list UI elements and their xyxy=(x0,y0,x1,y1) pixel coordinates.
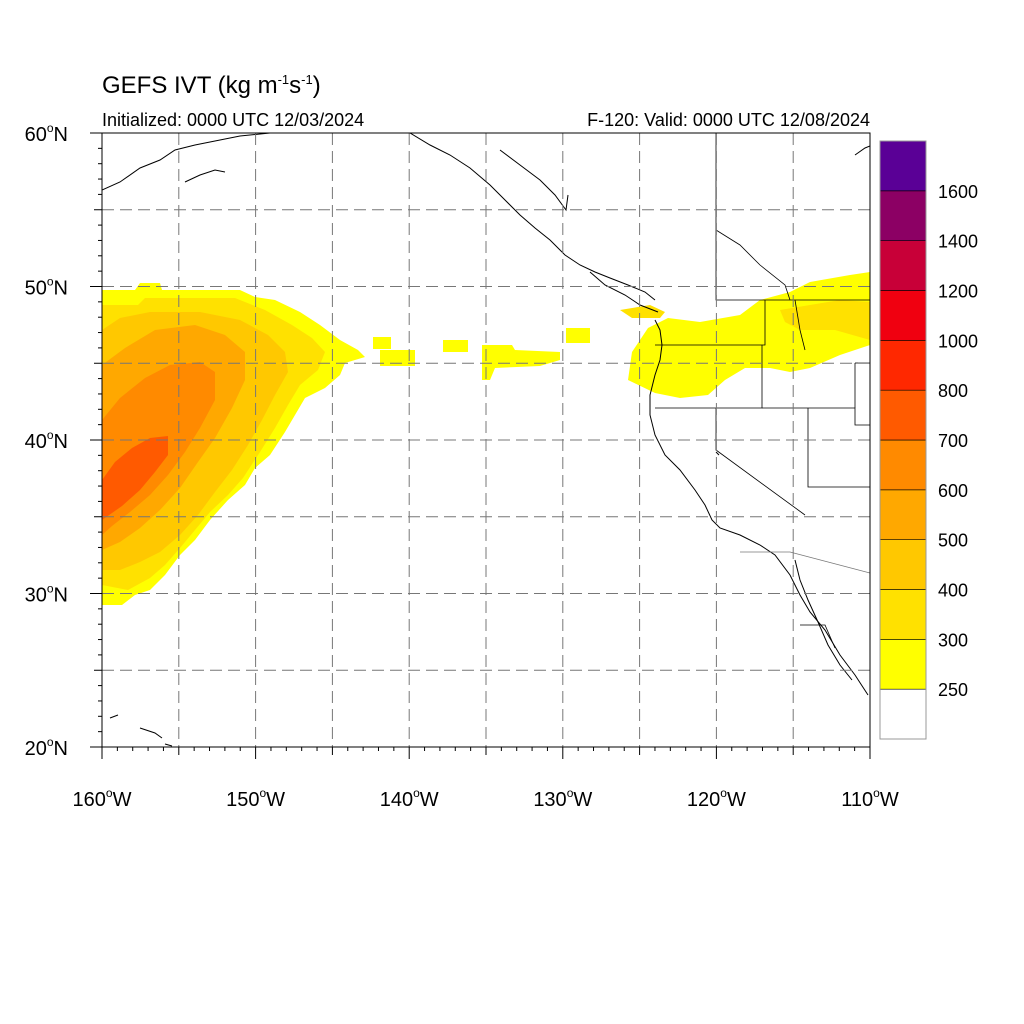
lat-label-30: 30oN xyxy=(25,582,68,607)
axis-ticks xyxy=(90,132,871,759)
colorbar-swatch xyxy=(879,539,927,590)
colorbar-label: 250 xyxy=(938,680,968,700)
colorbar-swatch xyxy=(879,639,927,690)
lon-label-160: 160oW xyxy=(73,786,132,811)
colorbar-swatch xyxy=(879,240,927,291)
init-time-label: Initialized: 0000 UTC 12/03/2024 xyxy=(102,110,365,130)
colorbar-swatch xyxy=(879,589,927,640)
colorbar-label: 1600 xyxy=(938,182,978,202)
colorbar-swatch xyxy=(879,389,927,441)
colorbar-swatch xyxy=(879,688,927,740)
lat-label-60: 60oN xyxy=(25,121,68,146)
ivt-250-region-northwest xyxy=(628,272,870,398)
colorbar-label: 600 xyxy=(938,481,968,501)
colorbar-label: 1200 xyxy=(938,282,978,302)
lon-label-130: 130oW xyxy=(533,786,592,811)
lon-label-110: 110oW xyxy=(841,786,899,811)
colorbar-swatch xyxy=(879,290,927,341)
latitude-labels: 60oN 50oN 40oN 30oN 20oN xyxy=(25,121,68,760)
colorbar-swatch xyxy=(879,190,927,241)
valid-time-label: F-120: Valid: 0000 UTC 12/08/2024 xyxy=(587,110,870,130)
chart-title: GEFS IVT (kg m-1s-1) xyxy=(102,72,321,99)
lat-label-40: 40oN xyxy=(25,428,68,453)
colorbar-label: 1000 xyxy=(938,331,978,351)
colorbar-swatch xyxy=(879,439,927,491)
colorbar-label: 500 xyxy=(938,531,968,551)
colorbar-label: 1400 xyxy=(938,232,978,252)
colorbar-swatch xyxy=(879,489,927,540)
colorbar-label: 400 xyxy=(938,581,968,601)
longitude-labels: 160oW 150oW 140oW 130oW 120oW 110oW xyxy=(73,786,899,811)
lat-label-20: 20oN xyxy=(25,735,68,760)
colorbar-label: 300 xyxy=(938,630,968,650)
colorbar-swatch xyxy=(879,340,927,391)
colorbar-label: 800 xyxy=(938,381,968,401)
lon-label-120: 120oW xyxy=(687,786,746,811)
graticule xyxy=(102,133,870,747)
lat-label-50: 50oN xyxy=(25,275,68,300)
lon-label-140: 140oW xyxy=(380,786,439,811)
lon-label-150: 150oW xyxy=(226,786,285,811)
colorbar: 250 300 400 500 600 700 800 1000 1200 1400 1600 xyxy=(879,140,978,740)
colorbar-frame xyxy=(879,140,927,740)
ivt-700-region-pacific xyxy=(102,436,168,520)
ivt-shading xyxy=(102,272,870,605)
coastlines xyxy=(102,133,870,747)
colorbar-label: 700 xyxy=(938,431,968,451)
colorbar-swatch xyxy=(879,140,927,192)
